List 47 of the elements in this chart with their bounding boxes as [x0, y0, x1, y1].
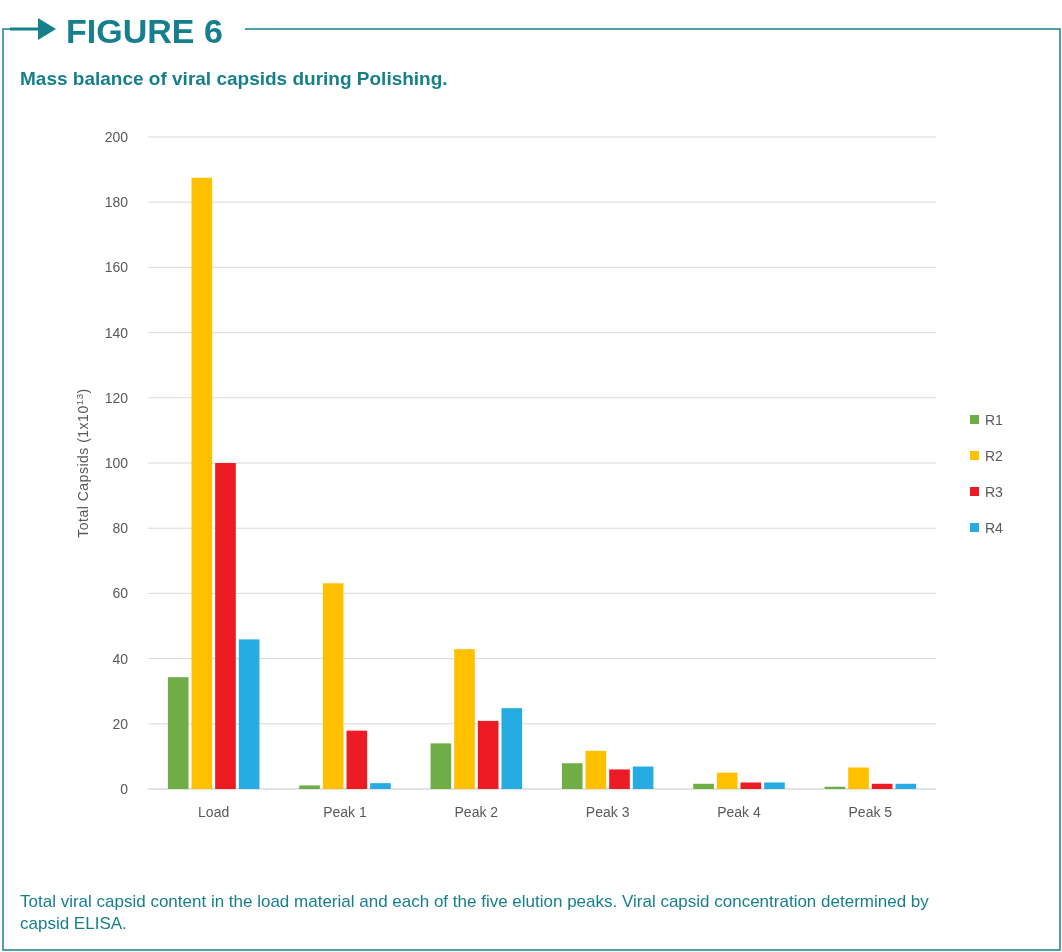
bar	[454, 649, 475, 789]
x-tick-label: Peak 1	[323, 804, 367, 820]
bar	[693, 783, 714, 789]
bar	[299, 785, 320, 789]
bar	[585, 750, 607, 789]
x-tick-label: Peak 5	[848, 804, 893, 820]
y-tick-label: 0	[120, 780, 129, 797]
bar	[609, 769, 630, 789]
y-tick-label: 60	[112, 585, 129, 602]
bar	[632, 766, 654, 789]
y-tick-label: 180	[104, 194, 129, 211]
bar	[370, 783, 391, 789]
y-tick-label: 40	[112, 650, 129, 667]
bar	[895, 783, 917, 789]
bar	[501, 708, 523, 789]
bar	[561, 763, 583, 789]
x-tick-label: Peak 3	[585, 804, 630, 820]
text: Total viral capsid content in the load material and each of the five elution peaks. Viral capsid concentration determined by capsid ELISA.	[20, 892, 930, 933]
y-tick-label: 80	[112, 520, 129, 537]
bar	[346, 730, 368, 789]
bar	[477, 720, 499, 789]
bar	[430, 743, 452, 789]
chart-subtitle: Mass balance of viral capsids during Polishing.	[20, 68, 448, 89]
x-tick-label: Load	[198, 804, 230, 820]
bar	[764, 782, 785, 789]
bar	[848, 767, 869, 789]
y-tick-label: 160	[104, 259, 129, 276]
bar	[871, 783, 893, 789]
legend-label: R2	[985, 447, 1004, 464]
x-tick-label: Peak 4	[717, 804, 761, 820]
x-tick-label: Peak 2	[454, 804, 499, 820]
y-tick-label: 200	[104, 128, 129, 145]
bar	[716, 772, 738, 789]
bar	[191, 177, 213, 789]
legend-label: R3	[985, 483, 1004, 500]
bar	[215, 463, 236, 789]
legend-label: R4	[985, 519, 1004, 536]
bar	[238, 639, 260, 789]
bar	[167, 677, 189, 789]
bar	[740, 782, 762, 789]
chart-title: FIGURE 6	[66, 12, 223, 50]
y-tick-label: 100	[104, 454, 129, 471]
y-tick-label: 140	[104, 324, 129, 341]
y-tick-label: 120	[104, 389, 129, 406]
legend-label: R1	[985, 411, 1004, 428]
bar	[322, 583, 344, 789]
y-tick-label: 20	[112, 715, 129, 732]
